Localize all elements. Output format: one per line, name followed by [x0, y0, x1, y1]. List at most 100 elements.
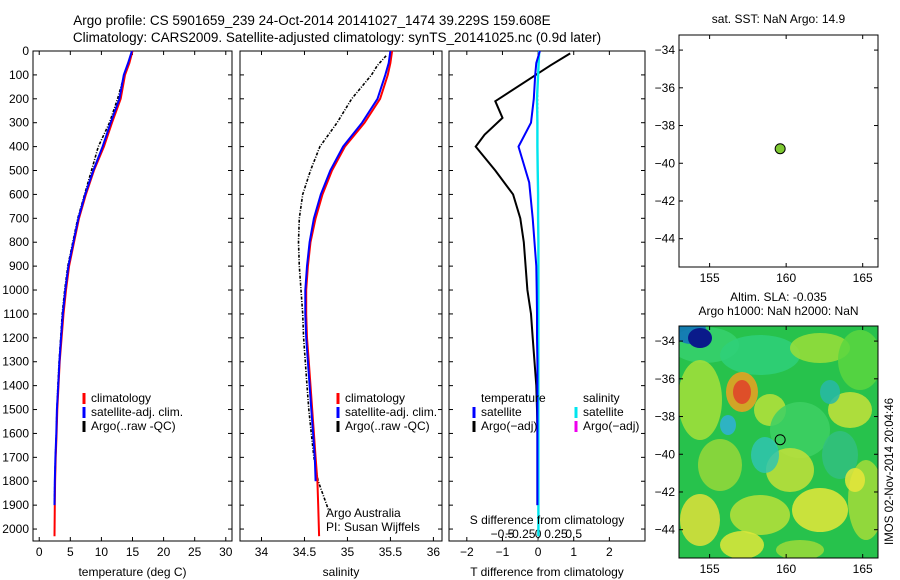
- y-tick-label: 700: [9, 211, 29, 225]
- sla-heatmap-cell: [680, 494, 720, 546]
- argo-position-ring: [774, 434, 786, 446]
- pi-annotation: PI: Susan Wijffels: [326, 520, 420, 534]
- y-tick-label: −42: [655, 485, 676, 499]
- sla-heatmap-cell: [733, 380, 751, 404]
- x-tick-label: 2: [606, 545, 613, 559]
- figure-title-line-2: Climatology: CARS2009. Satellite-adjuste…: [73, 30, 601, 45]
- temperature-panel-frame: [32, 50, 233, 542]
- x-tick-label: 5: [67, 545, 74, 559]
- sla-heatmap-cell: [698, 439, 742, 491]
- x-tick-label: 35.5: [379, 545, 403, 559]
- climatology-salinity-line: [305, 50, 394, 537]
- y-tick-label: 1600: [2, 426, 29, 440]
- x-tick-label: 160: [776, 562, 796, 576]
- satellite-temperature-difference-line: [517, 50, 541, 506]
- x-tick-label: 10: [95, 545, 109, 559]
- timestamp-stamp: IMOS 02-Nov-2014 20:04:46: [884, 398, 896, 545]
- x-tick-label: −1: [496, 545, 510, 559]
- y-tick-label: −36: [655, 372, 676, 386]
- salinity-tick-label: −0.25: [505, 527, 536, 541]
- salinity-legend-title: salinity: [583, 391, 620, 405]
- x-tick-label: 34.5: [293, 545, 317, 559]
- sla-map-x-ticks: 155 160 165: [700, 326, 873, 576]
- sla-heatmap-cell: [720, 415, 736, 435]
- temperature-x-ticks: 0 5 10 15 20 25 30: [36, 51, 233, 559]
- salinity-tick-label: 0.5: [565, 527, 582, 541]
- legend-label: satellite: [583, 405, 624, 419]
- depth-y-ticks: 0 100 200 300 400 500 600 700 800 900 1000 1100 1200…: [2, 44, 232, 536]
- salinity-x-ticks: 34 34.5 35 35.5 36: [255, 51, 441, 559]
- sla-map-title-line-2: Argo h1000: NaN h2000: NaN: [698, 304, 858, 318]
- salinity-axis-label: salinity: [323, 565, 360, 579]
- sla-map-title-line-1: Altim. SLA: -0.035: [730, 290, 827, 304]
- difference-y-ticks: [449, 50, 645, 530]
- y-tick-label: −38: [655, 410, 676, 424]
- sst-map-frame: [678, 34, 879, 268]
- y-tick-label: 1300: [2, 355, 29, 369]
- legend-label: Argo(..raw -QC): [345, 419, 430, 433]
- salinity-panel-frame: [239, 50, 443, 542]
- y-tick-label: 1200: [2, 331, 29, 345]
- satellite-temperature-line: [53, 50, 133, 506]
- y-tick-label: 300: [9, 116, 29, 130]
- sla-heatmap-cell: [730, 495, 790, 535]
- argo-salinity-line: [297, 55, 387, 511]
- y-tick-label: 900: [9, 259, 29, 273]
- legend-label: Argo(−adj): [583, 419, 639, 433]
- institution-annotation: Argo Australia: [326, 506, 401, 520]
- sst-map-y-ticks: −34 −36 −38 −40 −42 −44: [655, 43, 878, 246]
- sla-heatmap-cell: [720, 531, 764, 558]
- x-tick-label: 155: [700, 562, 720, 576]
- sla-heatmap-cell: [770, 402, 830, 458]
- y-tick-label: 200: [9, 92, 29, 106]
- sla-heatmap-cell: [820, 380, 840, 404]
- difference-panel-frame: [448, 50, 646, 542]
- temperature-legend-title: temperature: [481, 391, 546, 405]
- argo-difference-line: [474, 52, 571, 506]
- legend-label: Argo(..raw -QC): [91, 419, 176, 433]
- x-tick-label: 155: [700, 271, 720, 285]
- y-tick-label: −38: [655, 119, 676, 133]
- y-tick-label: 600: [9, 187, 29, 201]
- x-tick-label: 165: [853, 271, 873, 285]
- salinity-tick-label: −0.5: [491, 527, 515, 541]
- x-tick-label: 1: [570, 545, 577, 559]
- salinity-difference-label: S difference from climatology: [470, 513, 625, 527]
- salinity-tick-label: 0.25: [544, 527, 568, 541]
- sst-map-x-ticks: 155 160 165: [700, 35, 873, 285]
- sla-heatmap-cell: [845, 468, 865, 492]
- x-tick-label: 30: [219, 545, 233, 559]
- sla-heatmap: [679, 326, 878, 558]
- y-tick-label: 1000: [2, 283, 29, 297]
- argo-position-marker: [774, 143, 786, 155]
- y-tick-label: 100: [9, 68, 29, 82]
- y-tick-label: 500: [9, 164, 29, 178]
- satellite-salinity-line: [304, 50, 392, 482]
- sla-heatmap-cell: [776, 540, 824, 558]
- y-tick-label: 1800: [2, 474, 29, 488]
- sla-heatmap-cell: [679, 360, 722, 440]
- sla-map-y-ticks: −34 −36 −38 −40 −42 −44: [655, 334, 878, 537]
- y-tick-label: −44: [655, 232, 676, 246]
- x-tick-label: 36: [427, 545, 441, 559]
- y-tick-label: −40: [655, 447, 676, 461]
- x-tick-label: 25: [188, 545, 202, 559]
- x-tick-label: 15: [126, 545, 140, 559]
- x-tick-label: 0: [535, 545, 542, 559]
- sla-heatmap-cell: [838, 330, 878, 390]
- sla-heatmap-cell: [790, 333, 850, 363]
- salinity-y-ticks: [240, 50, 442, 530]
- temperature-axis-label: temperature (deg C): [78, 565, 186, 579]
- x-tick-label: 20: [157, 545, 171, 559]
- y-tick-label: −36: [655, 81, 676, 95]
- y-tick-label: 1100: [3, 307, 29, 321]
- sla-heatmap-cell: [720, 335, 800, 375]
- legend-label: climatology: [91, 391, 151, 405]
- sla-heatmap-cell: [828, 392, 872, 428]
- legend-label: satellite-adj. clim.: [91, 405, 183, 419]
- y-tick-label: −34: [655, 334, 676, 348]
- y-tick-label: −34: [655, 43, 676, 57]
